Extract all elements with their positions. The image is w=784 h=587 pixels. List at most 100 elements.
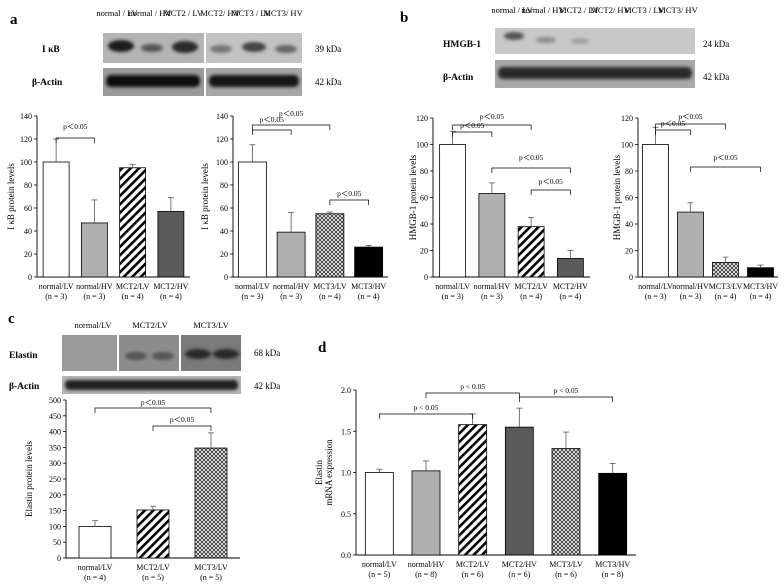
y-axis-label: HMGB-1 protein levels (408, 154, 418, 240)
x-tick-label: MCT2/HV (502, 560, 537, 569)
significance-bracket (452, 131, 493, 137)
blot-lane-label: MCT3 / LV (231, 8, 272, 18)
significance-label: p＜0.05 (539, 177, 564, 186)
blot-band (141, 44, 163, 52)
blot-lane-label: normal / HV (522, 5, 566, 15)
x-tick-label: MCT2/LV (136, 563, 170, 572)
y-tick-label: 100 (20, 158, 32, 167)
bar (712, 262, 739, 278)
blot-strip (62, 335, 117, 371)
y-tick-label: 60 (220, 204, 228, 213)
n-label: (n = 4) (520, 292, 542, 301)
blot-kda-label: 24 kDa (703, 39, 729, 49)
y-tick-label: 2.0 (341, 386, 351, 395)
bar (80, 222, 108, 278)
n-label: (n = 3) (45, 292, 67, 301)
x-tick-label: normal/LV (638, 282, 673, 291)
x-tick-label: MCT2/LV (116, 282, 150, 291)
blot-lane-label: MCT2 / LV (559, 5, 600, 15)
blot-lane-label: MCT3/ HV (263, 8, 303, 18)
n-label: (n = 5) (200, 573, 222, 582)
y-tick-label: 40 (420, 220, 428, 229)
bar (411, 470, 441, 556)
panel-letter-c: c (8, 311, 15, 327)
y-tick-label: 80 (625, 167, 633, 176)
blot-row-label: Elastin (9, 351, 38, 361)
blot-kda-label: 42 kDa (703, 72, 729, 82)
y-tick-label: 200 (49, 491, 61, 500)
y-tick-label: 0.0 (341, 551, 351, 560)
bar (439, 144, 467, 278)
n-label: (n = 6) (508, 570, 530, 579)
x-tick-label: MCT2/LV (456, 560, 490, 569)
significance-bracket (690, 166, 761, 172)
significance-label: p < 0.05 (460, 382, 485, 391)
significance-bracket (491, 167, 571, 173)
y-tick-label: 120 (621, 114, 633, 123)
n-label: (n = 5) (368, 570, 390, 579)
y-tick-label: 350 (49, 443, 61, 452)
blot-lane-label: MCT2/LV (132, 320, 168, 330)
significance-bracket (518, 396, 614, 402)
y-tick-label: 40 (24, 227, 32, 236)
y-tick-label: 0 (57, 554, 61, 563)
n-label: (n = 4) (84, 573, 106, 582)
bar (354, 246, 384, 278)
y-tick-label: 120 (20, 135, 32, 144)
blot-kda-label: 42 kDa (315, 77, 341, 87)
y-tick-label: 100 (621, 141, 633, 150)
blot-band (185, 349, 211, 359)
y-tick-label: 140 (216, 112, 228, 121)
bar (551, 448, 581, 556)
bar (157, 211, 185, 278)
y-tick-label: 300 (49, 459, 61, 468)
chart-d1: 0.0 0.5 1.0 1.5 2.0 Elastin mRNA expression nor… (314, 382, 636, 579)
y-tick-label: 20 (24, 250, 32, 259)
n-label: (n = 3) (645, 292, 667, 301)
significance-bracket (425, 392, 520, 398)
significance-label: p＜0.05 (480, 112, 505, 121)
charts: 0 20 40 60 80 100 120 140 I κB protein levels nor… (6, 109, 778, 582)
n-label: (n = 4) (319, 292, 341, 301)
significance-bracket (378, 413, 474, 419)
blot-band (65, 380, 238, 390)
bar (136, 509, 170, 559)
x-tick-label: normal/HV (672, 282, 709, 291)
bar (556, 258, 584, 278)
blot-band (106, 75, 200, 87)
x-tick-label: normal/HV (76, 282, 113, 291)
x-tick-label: normal/LV (435, 282, 470, 291)
blot-band (242, 42, 266, 52)
chart-b1: 0 20 40 60 80 100 120 HMGB-1 protein levels norm… (408, 112, 590, 301)
y-tick-label: 60 (625, 194, 633, 203)
significance-label: p＜0.05 (170, 415, 195, 424)
blot-row-label: β-Actin (9, 382, 40, 392)
significance-label: p < 0.05 (414, 403, 439, 412)
n-label: (n = 8) (415, 570, 437, 579)
y-axis-label: Elastin protein levels (24, 441, 34, 517)
significance-label: p＜0.05 (260, 115, 285, 124)
blot-band (498, 67, 692, 79)
blot-lane-label: MCT3/ HV (658, 5, 698, 15)
bar (194, 447, 228, 559)
x-tick-label: normal/LV (362, 560, 397, 569)
blot-band (210, 45, 232, 53)
y-tick-label: 20 (625, 247, 633, 256)
y-tick-label: 20 (420, 247, 428, 256)
n-label: (n = 3) (680, 292, 702, 301)
blot-lane-label: MCT3 / LV (624, 5, 665, 15)
n-label: (n = 3) (280, 292, 302, 301)
chart-b2: 0 20 40 60 80 100 120 HMGB-1 protein levels norm… (612, 112, 778, 301)
blot-row-label: I κB (42, 45, 60, 55)
bar (364, 472, 394, 556)
bar (677, 211, 704, 278)
y-tick-label: 60 (24, 204, 32, 213)
bar (747, 267, 774, 278)
n-label: (n = 6) (462, 570, 484, 579)
y-tick-label: 0.5 (341, 510, 351, 519)
x-tick-label: normal/HV (273, 282, 310, 291)
y-tick-label: 150 (49, 507, 61, 516)
significance-bracket (655, 123, 726, 129)
x-tick-label: MCT3/HV (595, 560, 630, 569)
blot-band (152, 352, 174, 360)
